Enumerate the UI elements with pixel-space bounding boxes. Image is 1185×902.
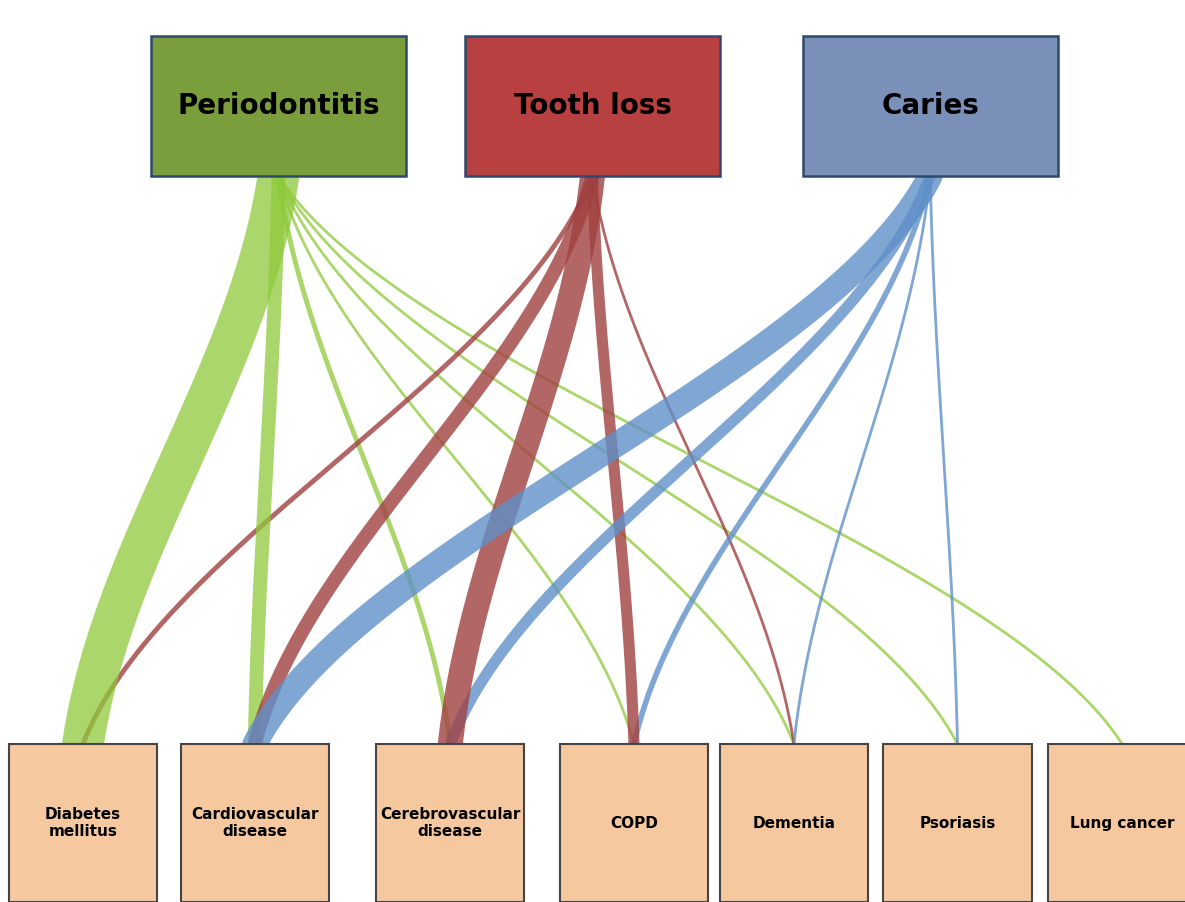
FancyBboxPatch shape [884,744,1031,902]
FancyBboxPatch shape [377,744,524,902]
FancyBboxPatch shape [1048,744,1185,902]
Text: Caries: Caries [882,92,979,120]
Text: Psoriasis: Psoriasis [920,815,995,831]
Text: Periodontitis: Periodontitis [178,92,379,120]
FancyBboxPatch shape [9,744,156,902]
Text: Tooth loss: Tooth loss [513,92,672,120]
FancyBboxPatch shape [180,744,328,902]
Text: Cardiovascular
disease: Cardiovascular disease [191,807,319,839]
Text: Cerebrovascular
disease: Cerebrovascular disease [380,807,520,839]
FancyBboxPatch shape [803,36,1057,176]
FancyBboxPatch shape [465,36,720,176]
Text: Dementia: Dementia [752,815,835,831]
FancyBboxPatch shape [561,744,709,902]
FancyBboxPatch shape [152,36,405,176]
FancyBboxPatch shape [720,744,867,902]
Text: Lung cancer: Lung cancer [1070,815,1174,831]
Text: Diabetes
mellitus: Diabetes mellitus [45,807,121,839]
Text: COPD: COPD [610,815,658,831]
